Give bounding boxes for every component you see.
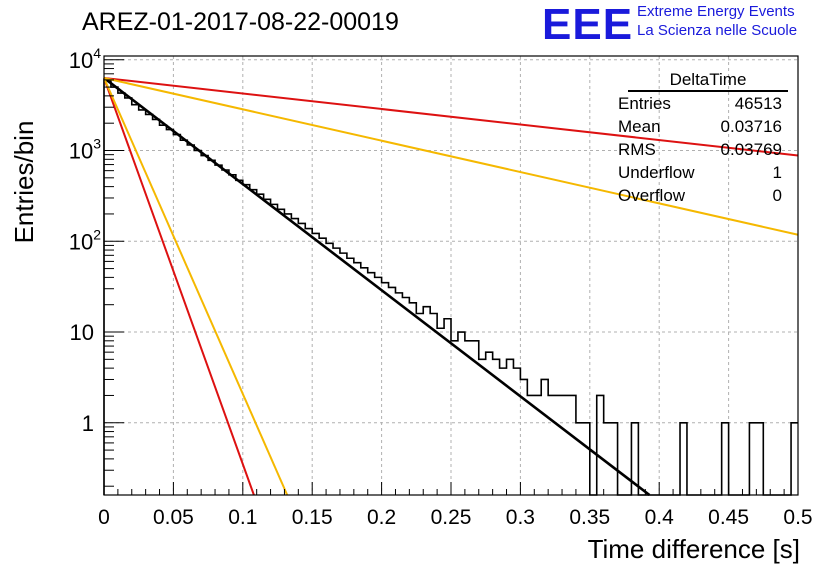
x-tick-label: 0.35 — [569, 506, 610, 529]
stats-label: Entries — [618, 94, 671, 113]
stats-title: DeltaTime — [628, 70, 788, 92]
stats-box: DeltaTime Entries 46513 Mean 0.03716 RMS 0.… — [610, 70, 788, 207]
y-tick-label: 103 — [69, 136, 101, 164]
stats-value: 46513 — [734, 94, 782, 113]
fit-line — [103, 77, 289, 496]
x-tick-label: 0.25 — [431, 506, 472, 529]
stats-value: 0 — [772, 186, 782, 205]
x-tick-label: 0.1 — [228, 506, 257, 529]
grid-lines — [104, 56, 798, 495]
stats-row: Mean 0.03716 — [610, 115, 788, 138]
x-tick-label: 0.2 — [367, 506, 396, 529]
logo-line-1: Extreme Energy Events — [637, 3, 795, 20]
x-tick-label: 0.3 — [506, 506, 535, 529]
y-tick-label: 104 — [69, 45, 101, 73]
y-tick-label: 102 — [69, 226, 101, 254]
axis-ticks — [103, 59, 799, 495]
stats-row: Entries 46513 — [610, 92, 788, 115]
logo-line-2: La Scienza nelle Scuole — [637, 22, 798, 39]
x-tick-label: 0.15 — [292, 506, 333, 529]
stats-row: RMS 0.03769 — [610, 138, 788, 161]
logo-text: Extreme Energy Events La Scienza nelle S… — [637, 2, 797, 40]
x-tick-label: 0 — [98, 506, 110, 529]
x-tick-label: 0.05 — [153, 506, 194, 529]
y-tick-labels: 1 10 102 103 104 — [69, 45, 101, 436]
y-tick-label: 10 — [70, 320, 94, 345]
stats-row: Underflow 1 — [610, 161, 788, 184]
stats-label: Overflow — [618, 186, 686, 205]
stats-value: 0.03716 — [720, 117, 782, 136]
stats-label: RMS — [618, 140, 656, 159]
y-axis-label: Entries/bin — [9, 121, 39, 244]
stats-label: Underflow — [618, 163, 695, 182]
fit-line — [103, 77, 255, 496]
fit-line — [103, 76, 799, 157]
y-tick-label: 1 — [82, 411, 94, 436]
x-tick-label: 0.45 — [708, 506, 749, 529]
eee-logo: EEE — [542, 0, 634, 49]
fit-line — [103, 76, 799, 236]
x-tick-label: 0.5 — [783, 506, 812, 529]
stats-label: Mean — [618, 117, 661, 136]
stats-value: 0.03769 — [720, 140, 782, 159]
fit-lines — [103, 76, 799, 497]
stats-value: 1 — [772, 163, 782, 182]
x-tick-labels: 0 0.05 0.1 0.15 0.2 0.25 0.3 0.35 0.4 0.45 0.5 — [98, 506, 812, 529]
chart-title: AREZ-01-2017-08-22-00019 — [82, 8, 399, 36]
fit-line — [103, 76, 651, 497]
x-axis-label: Time difference [s] — [588, 534, 800, 564]
x-tick-label: 0.4 — [645, 506, 675, 529]
stats-row: Overflow 0 — [610, 184, 788, 207]
